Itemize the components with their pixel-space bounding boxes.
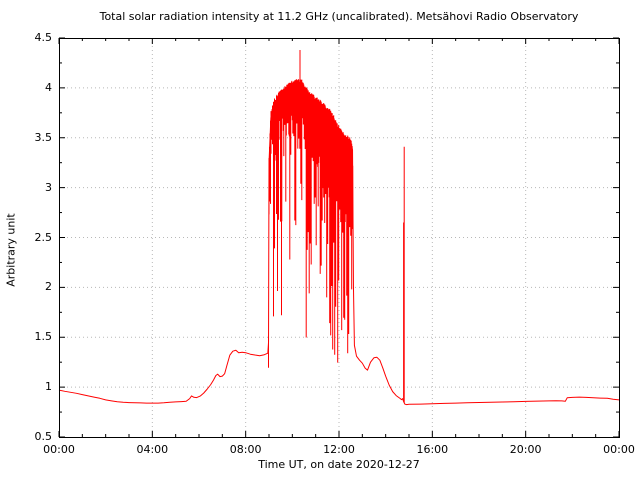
- y-axis-label: Arbitrary unit: [4, 213, 18, 287]
- x-tick-label: 08:00: [229, 443, 262, 456]
- y-tick-label: 1.5: [34, 330, 53, 344]
- y-tick-label: 1: [45, 380, 52, 394]
- y-tick-label: 4.5: [34, 31, 53, 44]
- series-spikes: [299, 50, 405, 404]
- y-tick-label: 2: [45, 280, 52, 294]
- x-tick-label: 20:00: [509, 443, 542, 456]
- series-noise: [268, 79, 354, 368]
- x-tick-label: 04:00: [136, 443, 169, 456]
- chart-title: Total solar radiation intensity at 11.2 …: [99, 10, 579, 23]
- y-tick-label: 3.5: [34, 130, 53, 144]
- y-tick-label: 0.5: [34, 430, 53, 443]
- plot-border: [59, 38, 620, 438]
- y-tick-label: 3: [45, 180, 52, 194]
- series-line: [58, 83, 620, 406]
- x-tick-label: 00:00: [603, 443, 635, 456]
- x-tick-label: 16:00: [416, 443, 449, 456]
- y-tick-label: 2.5: [34, 230, 53, 244]
- x-tick-label: 00:00: [43, 443, 75, 456]
- x-tick-label: 12:00: [323, 443, 355, 456]
- x-axis-label: Time UT, on date 2020-12-27: [258, 458, 420, 471]
- y-tick-label: 4: [45, 80, 52, 94]
